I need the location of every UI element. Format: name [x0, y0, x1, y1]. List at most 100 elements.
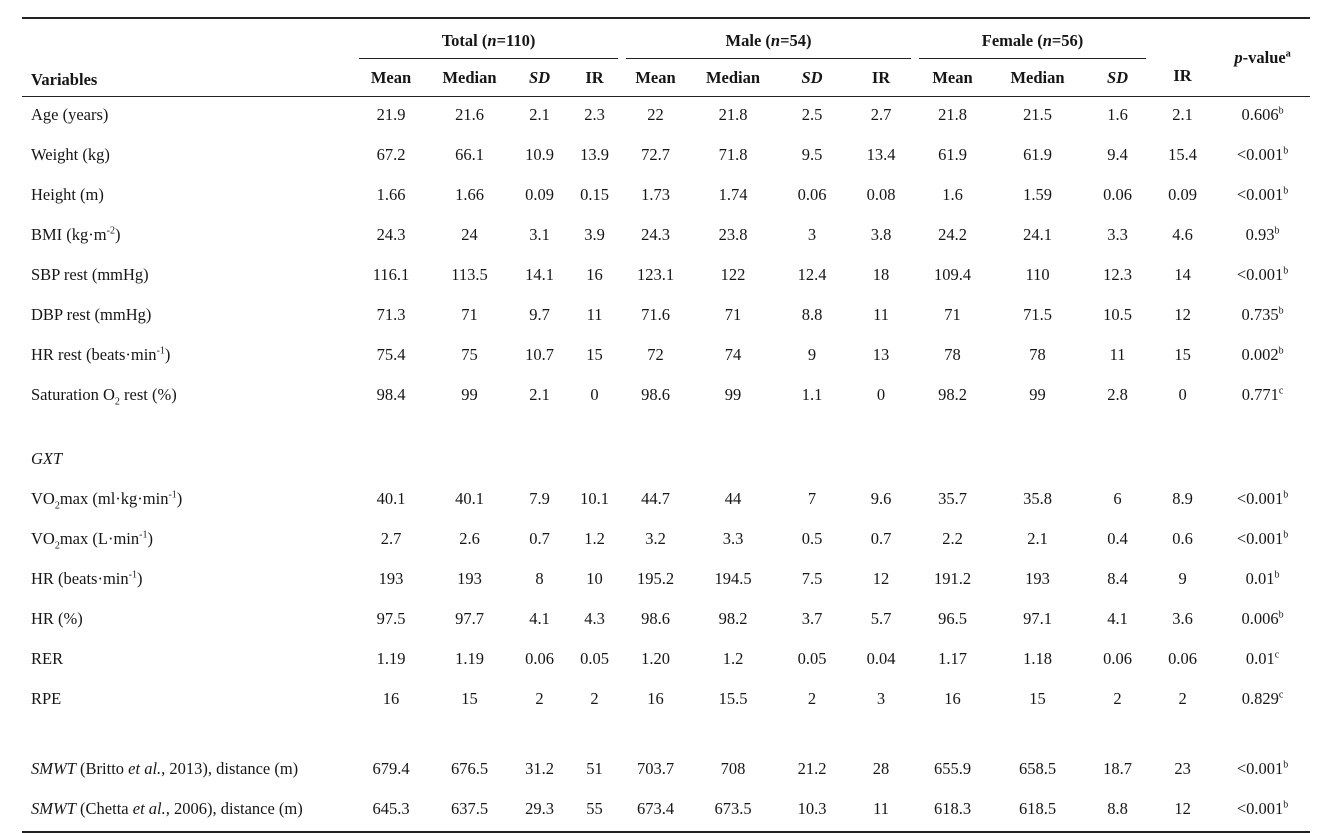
value-cell: 1.18 [1023, 649, 1052, 668]
value-cell: 18.7 [1103, 759, 1132, 778]
value-cell: 3 [807, 225, 817, 244]
header-cell: SD [1085, 59, 1150, 97]
value-cell: 44.7 [641, 489, 670, 508]
text: Female ( [981, 31, 1043, 50]
table-row: SBP rest (mmHg) 116.1 113.5 14.1 16 123.1 122 1… [22, 257, 1310, 297]
value-cell: 16 [647, 689, 664, 708]
value-cell: 11 [873, 799, 889, 818]
value-cell: 8.9 [1172, 489, 1193, 508]
p-value-cell: <0.001b [1215, 481, 1310, 521]
p-value: <0.001 [1236, 489, 1284, 508]
header-cell: Median [705, 67, 761, 87]
value-cell: 4.1 [529, 609, 550, 628]
header-cell: Mean [635, 67, 676, 87]
p-value-cell: 0.01b [1215, 561, 1310, 601]
group-header: Female (n=56) [915, 18, 1150, 59]
section-title-cell: GXT [22, 417, 355, 481]
value-cell: 1.66 [376, 185, 406, 204]
group-label: Male (n=54) [626, 31, 912, 59]
value-cell: 16 [382, 689, 400, 708]
value-cell: 71 [944, 305, 961, 324]
value-cell: 0.15 [580, 185, 609, 204]
row-label: HR rest (beats·min-1) [22, 337, 355, 377]
value-cell: 8.4 [1107, 569, 1128, 588]
section-title: GXT [31, 449, 63, 468]
label-part: ) [147, 529, 153, 548]
row-label: HR (beats·min-1) [22, 561, 355, 601]
value-cell: 24.3 [376, 225, 406, 244]
table-row: HR (beats·min-1) 193 193 8 10 195.2 194.5 7.5 12… [22, 561, 1310, 601]
value-cell: 2.6 [459, 529, 480, 548]
footnote-mark: b [1274, 225, 1280, 237]
value-cell: 75.4 [376, 345, 406, 364]
value-cell: 2.1 [1027, 529, 1048, 548]
value-cell: 3.8 [870, 225, 892, 244]
value-cell: 61.9 [938, 145, 967, 164]
value-cell: 0.06 [525, 649, 554, 668]
value-cell: 71.3 [376, 305, 406, 324]
label-part: VO [31, 489, 55, 508]
footnote-mark: c [1274, 649, 1280, 661]
value-cell: 11 [586, 305, 603, 324]
value-cell: 14 [1174, 265, 1191, 284]
value-cell: 673.5 [714, 799, 752, 818]
value-cell: 2 [807, 689, 817, 708]
footnote-mark: b [1283, 529, 1289, 541]
header-row: Mean Median SD IR Mean Median SD IR Mean… [22, 59, 1310, 97]
value-cell: 12 [1174, 305, 1191, 324]
header-cell: Median [1010, 67, 1065, 87]
value-cell: 15.4 [1168, 145, 1197, 164]
value-cell: 3.3 [1107, 225, 1128, 244]
row-label: SMWT (Britto et al., 2013), distance (m) [22, 721, 355, 791]
row-label: VO2max (L·min-1) [22, 521, 355, 561]
value-cell: 1.73 [641, 185, 670, 204]
value-cell: 0.4 [1107, 529, 1128, 548]
value-cell: 12.4 [797, 265, 827, 284]
table-row: VO2max (L·min-1) 2.7 2.6 0.7 1.2 3.2 3.3 0.5 0.7… [22, 521, 1310, 561]
section-row: GXT [22, 417, 1310, 481]
table-row: SMWT (Britto et al., 2013), distance (m)… [22, 721, 1310, 791]
p-value: <0.001 [1236, 265, 1284, 284]
value-cell: 2.3 [584, 105, 605, 124]
value-cell: 99 [461, 385, 478, 404]
value-cell: 78 [944, 345, 961, 364]
row-label: Height (m) [31, 185, 104, 204]
value-cell: 24 [461, 225, 478, 244]
p-value-cell: 0.735b [1215, 297, 1310, 337]
value-cell: 18 [872, 265, 890, 284]
value-cell: 74 [724, 345, 742, 364]
value-cell: 2.1 [529, 385, 550, 404]
value-cell: 2.5 [801, 105, 823, 124]
text: n [1042, 31, 1052, 50]
value-cell: 655.9 [933, 759, 972, 778]
p-value: 0.829 [1241, 689, 1279, 708]
p-value: 0.006 [1241, 609, 1279, 628]
value-cell: 2 [1178, 689, 1187, 708]
footnote-mark: b [1283, 489, 1289, 501]
value-cell: 194.5 [714, 569, 752, 588]
value-cell: 71.8 [718, 145, 748, 164]
p-value: 0.93 [1245, 225, 1275, 244]
value-cell: 75 [461, 345, 478, 364]
value-cell: 2 [590, 689, 599, 708]
footnote-mark: b [1283, 799, 1289, 811]
label-part: -1 [168, 489, 177, 501]
text: Male ( [725, 31, 771, 50]
value-cell: 10.7 [525, 345, 554, 364]
label-part: HR rest (beats·min [31, 345, 157, 364]
value-cell: 71.6 [641, 305, 670, 324]
value-cell: 98.4 [376, 385, 406, 404]
p-value-cell: <0.001b [1215, 791, 1310, 832]
header-cell: IR [1173, 66, 1192, 85]
value-cell: 9.5 [801, 145, 823, 164]
p-value-cell: <0.001b [1215, 177, 1310, 217]
table-row: RER 1.19 1.19 0.06 0.05 1.20 1.2 0.05 0.04 1.17 1.… [22, 641, 1310, 681]
table-header: Variables Total (n=110) Male (n=54) Fema… [22, 18, 1311, 97]
value-cell: 1.2 [584, 529, 605, 548]
value-cell: 97.5 [376, 609, 406, 628]
value-cell: 13 [872, 345, 890, 364]
value-cell: 0.06 [1168, 649, 1197, 668]
p-value: <0.001 [1236, 529, 1284, 548]
value-cell: 28 [872, 759, 890, 778]
text: p [1234, 47, 1243, 67]
